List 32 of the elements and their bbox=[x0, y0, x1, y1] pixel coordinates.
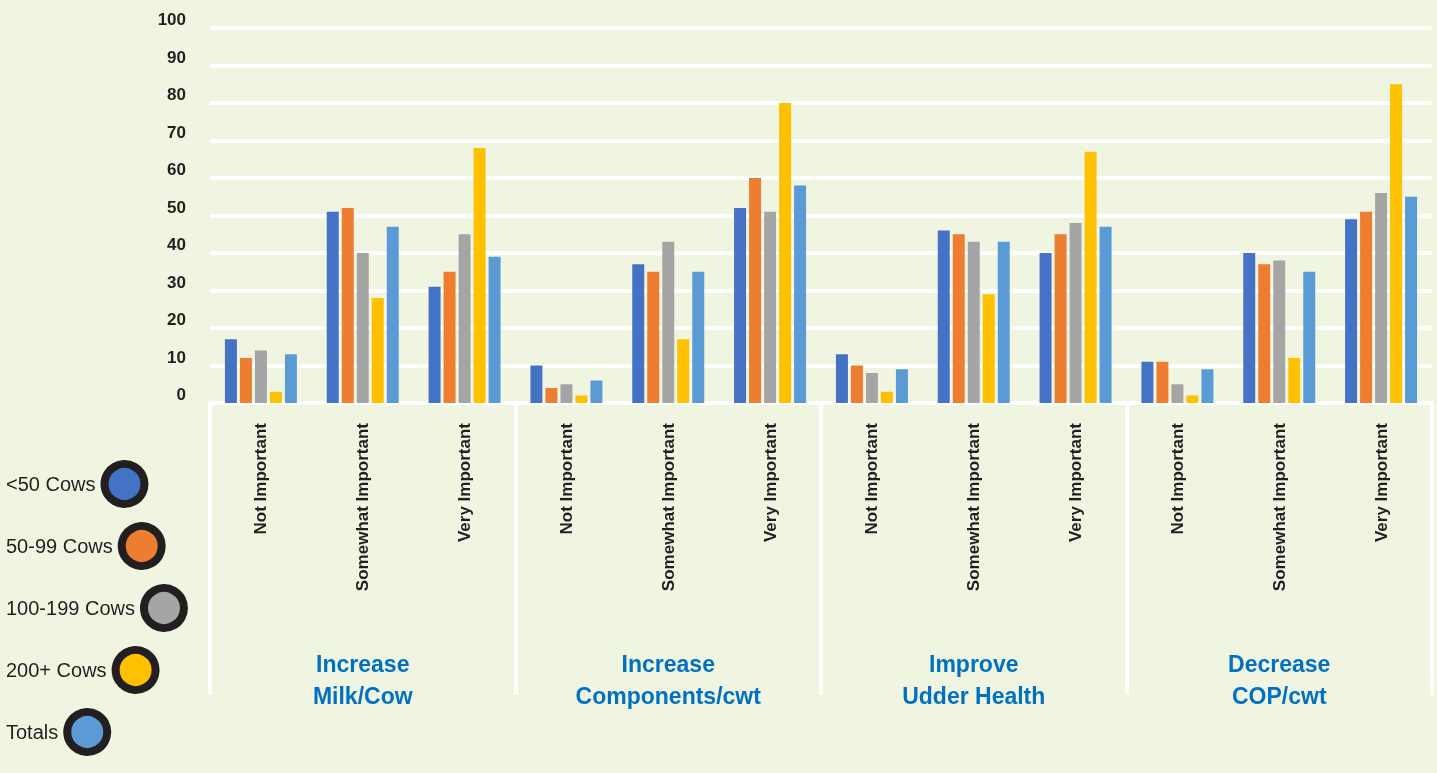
y-tick-label: 40 bbox=[167, 235, 186, 254]
x-tick-label: Not Important bbox=[862, 422, 882, 535]
text: Decrease COP/cwt bbox=[1228, 651, 1331, 709]
y-tick-label: 0 bbox=[176, 385, 186, 404]
x-tick-label: Very Important bbox=[760, 422, 780, 543]
legend-label: 100-199 Cows bbox=[6, 597, 135, 619]
text: Increase Components/cwt bbox=[575, 651, 762, 709]
x-tick-label: Not Important bbox=[251, 422, 271, 535]
y-tick-label: 80 bbox=[167, 85, 186, 104]
x-tick-label: Very Important bbox=[1066, 422, 1086, 543]
x-tick-label: Not Important bbox=[1167, 422, 1187, 535]
x-tick-label: Not Important bbox=[556, 422, 576, 535]
legend-label: 200+ Cows bbox=[5, 659, 107, 681]
x-tick-label: Somewhat Important bbox=[1269, 422, 1289, 592]
y-tick-label: 50 bbox=[167, 197, 186, 217]
x-tick-label: Very Important bbox=[455, 422, 475, 543]
x-tick-label: Very Important bbox=[1371, 422, 1391, 543]
y-tick-label: 60 bbox=[167, 160, 186, 179]
legend-label: <50 Cows bbox=[5, 473, 96, 495]
y-tick-label: 70 bbox=[167, 122, 186, 142]
legend-label: Totals bbox=[6, 721, 59, 743]
legend-label: 50-99 Cows bbox=[6, 535, 113, 557]
text: Increase Milk/Cow bbox=[312, 651, 413, 709]
y-tick-label: 10 bbox=[167, 347, 186, 367]
x-tick-label: Somewhat Important bbox=[353, 422, 373, 592]
x-tick-label: Somewhat Important bbox=[964, 422, 984, 592]
y-tick-label: 20 bbox=[167, 310, 186, 329]
y-tick-label: 90 bbox=[167, 47, 186, 67]
y-tick-label: 100 bbox=[157, 10, 186, 29]
text: Improve Udder Health bbox=[902, 651, 1046, 709]
x-tick-label: Somewhat Important bbox=[658, 422, 678, 592]
y-tick-label: 30 bbox=[167, 272, 186, 292]
